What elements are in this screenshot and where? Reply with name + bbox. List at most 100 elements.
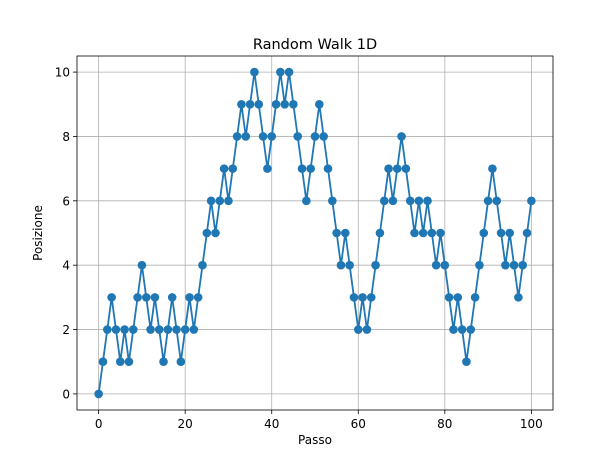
data-point bbox=[379, 196, 389, 206]
x-tick-label: 60 bbox=[351, 417, 366, 431]
x-tick-label: 100 bbox=[520, 417, 543, 431]
data-point bbox=[254, 99, 264, 109]
data-point bbox=[172, 325, 181, 334]
x-tick-label: 40 bbox=[264, 417, 279, 431]
data-point bbox=[418, 228, 428, 238]
data-point bbox=[371, 260, 380, 270]
data-point bbox=[431, 260, 441, 270]
data-point bbox=[423, 196, 432, 206]
data-point bbox=[323, 164, 333, 173]
data-point bbox=[514, 293, 523, 302]
data-point bbox=[414, 196, 424, 206]
y-tick-label: 2 bbox=[62, 323, 70, 337]
data-point bbox=[509, 260, 519, 270]
data-point bbox=[189, 325, 199, 334]
data-point bbox=[202, 228, 212, 238]
data-point bbox=[176, 357, 186, 367]
data-point bbox=[384, 164, 393, 173]
data-point bbox=[427, 228, 437, 238]
data-point bbox=[115, 357, 125, 367]
data-point bbox=[479, 228, 489, 238]
data-point bbox=[98, 357, 108, 367]
data-point bbox=[457, 325, 467, 334]
data-point bbox=[332, 228, 341, 238]
data-point bbox=[345, 260, 354, 270]
x-tick-label: 80 bbox=[437, 417, 452, 431]
data-point bbox=[388, 196, 398, 206]
data-point bbox=[120, 325, 129, 334]
y-axis-label: Posizione bbox=[31, 205, 45, 261]
data-point bbox=[211, 228, 220, 238]
data-point bbox=[241, 132, 251, 141]
data-point bbox=[466, 325, 476, 334]
data-point bbox=[310, 132, 320, 141]
data-point bbox=[289, 99, 298, 109]
data-point bbox=[124, 357, 134, 367]
data-point bbox=[358, 293, 367, 302]
data-point bbox=[436, 228, 445, 238]
data-point bbox=[128, 325, 138, 334]
x-tick-label: 0 bbox=[95, 417, 103, 431]
data-point bbox=[267, 132, 277, 141]
data-point bbox=[449, 325, 458, 334]
data-point bbox=[315, 99, 324, 109]
data-point bbox=[180, 325, 190, 334]
data-point bbox=[258, 132, 268, 141]
data-point bbox=[518, 260, 528, 270]
data-point bbox=[375, 228, 385, 238]
data-point bbox=[102, 325, 112, 334]
y-tick-label: 6 bbox=[62, 194, 70, 208]
x-axis-label: Passo bbox=[298, 433, 332, 447]
data-point bbox=[284, 67, 294, 77]
data-point bbox=[185, 293, 194, 302]
data-point bbox=[94, 389, 103, 399]
data-point bbox=[198, 260, 207, 270]
data-point bbox=[501, 260, 510, 270]
data-point bbox=[336, 260, 346, 270]
chart-title: Random Walk 1D bbox=[253, 37, 377, 53]
data-point bbox=[133, 293, 142, 302]
data-point bbox=[319, 132, 328, 141]
axis-ticks: 0 20 40 60 80 100 0 2 4 6 8 10 bbox=[55, 66, 543, 431]
data-point bbox=[362, 325, 372, 334]
data-point bbox=[232, 132, 242, 141]
data-point bbox=[293, 132, 302, 141]
data-point bbox=[250, 67, 259, 77]
y-tick-label: 4 bbox=[62, 259, 70, 273]
data-point bbox=[150, 293, 160, 302]
data-point bbox=[111, 325, 121, 334]
data-point bbox=[397, 132, 406, 141]
data-point bbox=[263, 164, 272, 173]
data-point bbox=[276, 67, 285, 77]
data-point bbox=[215, 196, 225, 206]
data-point bbox=[302, 196, 311, 206]
data-point bbox=[340, 228, 350, 238]
data-point bbox=[496, 228, 506, 238]
data-point bbox=[488, 164, 497, 173]
y-tick-label: 8 bbox=[62, 130, 70, 144]
data-point bbox=[224, 196, 233, 206]
data-point bbox=[193, 293, 203, 302]
data-point bbox=[505, 228, 515, 238]
data-point bbox=[280, 99, 290, 109]
y-tick-label: 0 bbox=[62, 387, 70, 401]
data-point bbox=[527, 196, 536, 206]
data-point bbox=[154, 325, 164, 334]
x-tick-label: 20 bbox=[178, 417, 193, 431]
data-point bbox=[475, 260, 484, 270]
data-point bbox=[137, 260, 147, 270]
data-point bbox=[228, 164, 238, 173]
data-point bbox=[440, 260, 450, 270]
data-point bbox=[492, 196, 502, 206]
data-point bbox=[245, 99, 255, 109]
data-point bbox=[167, 293, 177, 302]
data-point bbox=[141, 293, 151, 302]
data-point bbox=[163, 325, 173, 334]
series-plot bbox=[94, 67, 536, 399]
grid bbox=[77, 56, 553, 410]
data-point bbox=[328, 196, 337, 206]
data-point bbox=[470, 293, 480, 302]
data-point bbox=[306, 164, 315, 173]
